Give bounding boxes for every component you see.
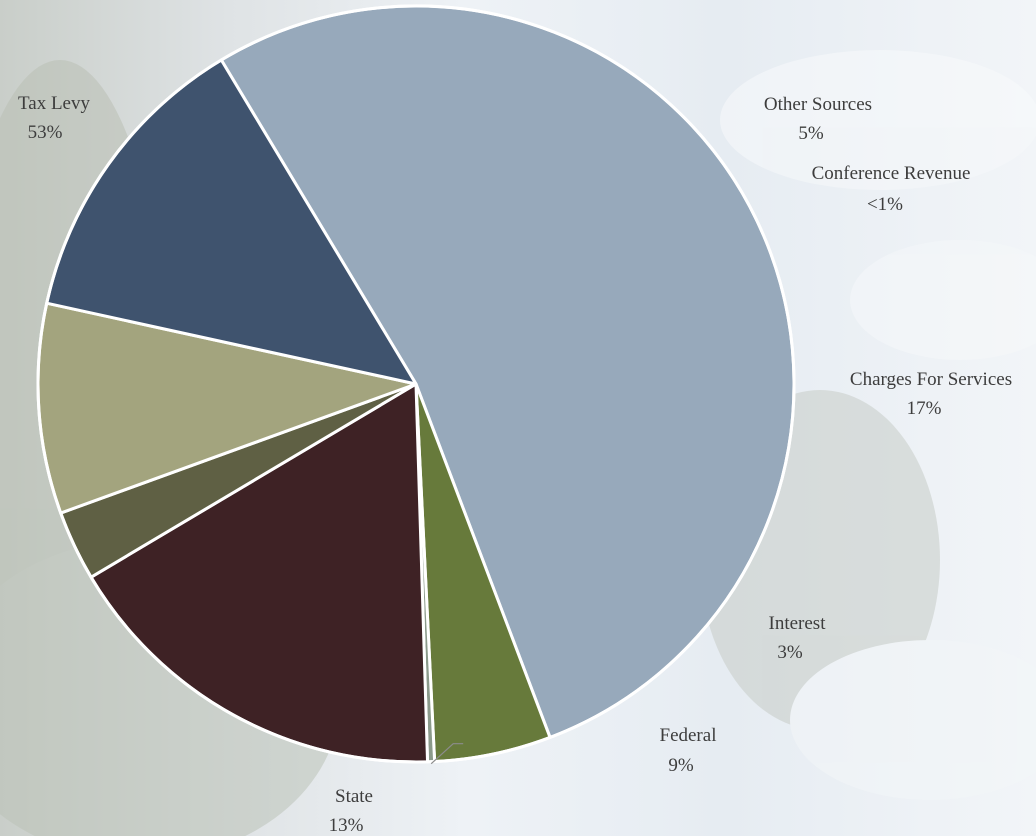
value-charges-for-services: 17% bbox=[907, 398, 942, 419]
label-federal: Federal bbox=[660, 725, 717, 746]
value-other-sources: 5% bbox=[798, 123, 824, 144]
value-conference-revenue: <1% bbox=[867, 194, 903, 215]
label-other-sources: Other Sources bbox=[764, 94, 872, 115]
pie-outline bbox=[36, 4, 796, 764]
label-interest: Interest bbox=[769, 613, 827, 634]
label-conference-revenue: Conference Revenue bbox=[812, 163, 971, 184]
label-tax-levy: Tax Levy bbox=[18, 93, 91, 114]
leader-line-conference-revenue bbox=[430, 743, 464, 765]
value-state: 13% bbox=[329, 815, 364, 836]
label-state: State bbox=[335, 786, 373, 807]
value-federal: 9% bbox=[668, 755, 694, 776]
value-tax-levy: 53% bbox=[28, 122, 63, 143]
label-charges-for-services: Charges For Services bbox=[850, 369, 1012, 390]
value-interest: 3% bbox=[777, 642, 803, 663]
